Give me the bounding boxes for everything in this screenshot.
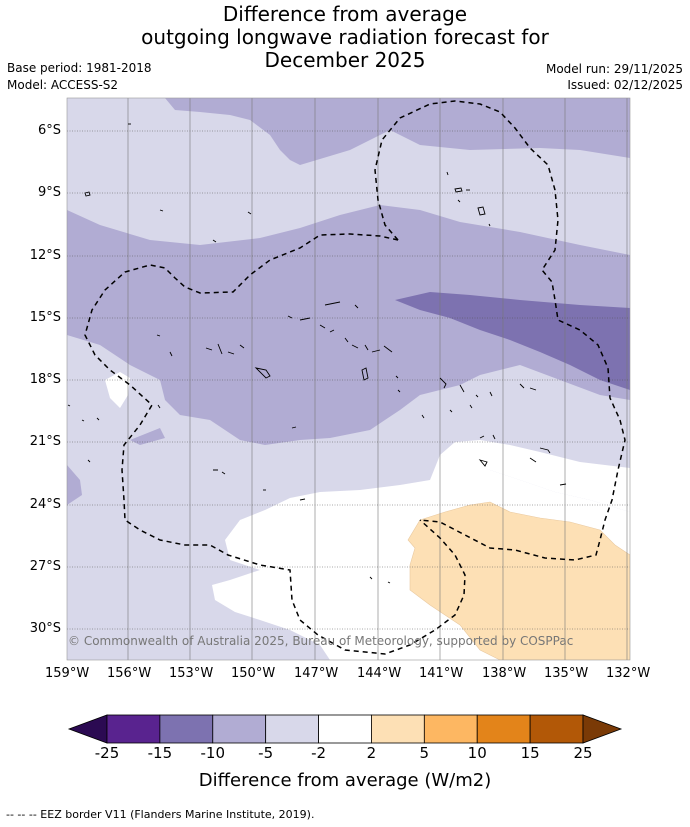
map-frame xyxy=(66,97,631,661)
lat-label: 24°S xyxy=(29,497,61,512)
eez-footnote: -- -- -- EEZ border V11 (Flanders Marine… xyxy=(6,808,315,821)
lon-label: 159°W xyxy=(45,666,90,681)
issued-date: Issued: 02/12/2025 xyxy=(567,78,683,92)
base-period: Base period: 1981-2018 xyxy=(7,61,152,75)
lat-label: 9°S xyxy=(37,185,61,200)
band-neg10-neg5-west xyxy=(130,428,165,445)
islands xyxy=(67,123,567,584)
copyright-note: © Commonwealth of Australia 2025, Bureau… xyxy=(68,634,574,648)
band-neg2-pos2-west xyxy=(105,372,130,408)
colorbar-segment xyxy=(318,714,372,744)
colorbar-segment xyxy=(529,714,584,744)
colorbar-tick-label: 5 xyxy=(419,744,430,762)
lon-label: 150°W xyxy=(231,666,276,681)
colorbar-segment xyxy=(265,714,319,744)
model-name: Model: ACCESS-S2 xyxy=(7,78,119,92)
lat-label: 30°S xyxy=(29,621,61,636)
colorbar-label: Difference from average (W/m2) xyxy=(198,770,492,791)
colorbar-tick-label: -15 xyxy=(147,744,173,762)
colorbar-tick-label: 25 xyxy=(573,744,593,762)
eez-border xyxy=(84,100,626,655)
lat-label: 27°S xyxy=(29,559,61,574)
colorbar-tick-label: -10 xyxy=(200,744,226,762)
lat-label: 18°S xyxy=(29,372,61,387)
graticule xyxy=(127,98,628,660)
title-line-2: outgoing longwave radiation forecast for xyxy=(141,25,549,49)
band-neg10-neg5-north xyxy=(165,98,630,165)
lon-label: 132°W xyxy=(606,666,651,681)
lon-label: 144°W xyxy=(357,666,402,681)
colorbar-over-arrow xyxy=(582,714,623,744)
colorbar-tick-label: -5 xyxy=(258,744,274,762)
band-pos2-pos5 xyxy=(407,501,630,660)
band-neg10-neg5-main xyxy=(67,205,630,445)
lat-label: 15°S xyxy=(29,310,61,325)
lon-label: 135°W xyxy=(544,666,589,681)
colorbar-segment xyxy=(423,714,478,744)
colorbar-segment xyxy=(106,714,161,744)
lon-label: 147°W xyxy=(294,666,339,681)
band-neg10-neg5-edge xyxy=(67,465,82,505)
lat-label: 6°S xyxy=(37,123,61,138)
colorbar-tick-label: -2 xyxy=(311,744,327,762)
colorbar-under-arrow xyxy=(67,714,108,744)
colorbar-tick-label: -25 xyxy=(94,744,120,762)
band-neg15-neg10 xyxy=(395,292,630,390)
colorbar-tick-label: 2 xyxy=(366,744,377,762)
colorbar-segment xyxy=(212,714,267,744)
lat-label: 21°S xyxy=(29,434,61,449)
model-run: Model run: 29/11/2025 xyxy=(545,62,683,76)
colorbar-tick-label: 15 xyxy=(520,744,540,762)
colorbar xyxy=(67,714,623,744)
band-neg2-pos2-north xyxy=(440,440,630,512)
colorbar-tick-label: 10 xyxy=(467,744,487,762)
lon-label: 138°W xyxy=(482,666,527,681)
lon-label: 153°W xyxy=(169,666,214,681)
colorbar-segment xyxy=(159,714,214,744)
colorbar-segment xyxy=(371,714,425,744)
lon-label: 141°W xyxy=(419,666,464,681)
title-line-1: Difference from average xyxy=(222,2,468,26)
colorbar-segment xyxy=(476,714,531,744)
lat-label: 12°S xyxy=(29,248,61,263)
title-line-3: December 2025 xyxy=(264,48,426,72)
lon-label: 156°W xyxy=(107,666,152,681)
